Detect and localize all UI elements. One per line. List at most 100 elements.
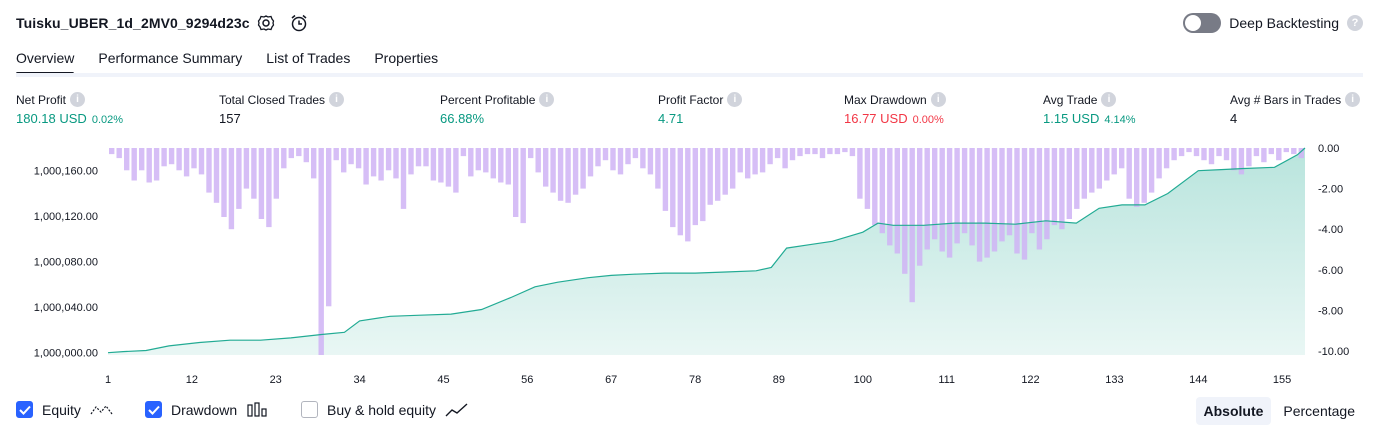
drawdown-bar (1276, 148, 1282, 161)
drawdown-bar (348, 148, 354, 165)
drawdown-bar (1014, 148, 1020, 254)
drawdown-bar (565, 148, 571, 203)
help-icon[interactable]: i (1345, 92, 1361, 107)
stat-value: 1.15 USD (1043, 111, 1100, 126)
help-icon[interactable]: i (1101, 92, 1117, 107)
drawdown-bar (161, 148, 167, 167)
x-axis-tick-label: 1 (105, 374, 111, 386)
drawdown-bar (692, 148, 698, 226)
drawdown-bar (198, 148, 205, 175)
drawdown-bar (1298, 148, 1304, 159)
stat-label: Total Closed Trades (219, 92, 326, 107)
drawdown-bar (1163, 148, 1170, 169)
drawdown-bar (1283, 148, 1289, 153)
stat-avg-bars-in-trades: Avg # Bars in Trades i 4 (1230, 92, 1361, 126)
right-axis-tick-label: -8.00 (1318, 305, 1343, 317)
equity-checkbox[interactable]: Equity (16, 401, 114, 418)
drawdown-bar (1111, 148, 1117, 175)
x-axis-tick-label: 89 (773, 374, 785, 386)
drawdown-bar (647, 148, 654, 175)
drawdown-bar (1141, 148, 1147, 203)
check-icon[interactable] (145, 401, 162, 418)
drawdown-bar (662, 148, 669, 211)
drawdown-bar (221, 148, 227, 217)
drawdown-bar (632, 148, 639, 159)
alert-clock-icon[interactable] (288, 12, 310, 34)
drawdown-bar (1104, 148, 1110, 181)
tab-list-of-trades[interactable]: List of Trades (266, 50, 351, 66)
drawdown-checkbox[interactable]: Drawdown (145, 401, 268, 418)
drawdown-bar (902, 148, 908, 274)
help-icon[interactable]: i (727, 92, 743, 107)
deep-backtesting-control: Deep Backtesting ? (1183, 13, 1363, 33)
x-axis-tick-label: 155 (1273, 374, 1291, 386)
drawdown-bar (1253, 148, 1260, 157)
drawdown-bar (468, 148, 474, 177)
drawdown-bar (153, 148, 160, 181)
left-axis-tick-label: 1,000,160.00 (34, 166, 98, 178)
settings-icon[interactable] (255, 12, 277, 34)
drawdown-bar (1089, 148, 1095, 193)
stat-avg-trade: Avg Trade i 1.15 USD 4.14% (1043, 92, 1136, 126)
drawdown-bar (176, 148, 182, 171)
drawdown-bar (1096, 148, 1102, 189)
drawdown-bar (864, 148, 871, 209)
drawdown-bar (707, 148, 713, 205)
drawdown-bar (610, 148, 616, 171)
help-icon[interactable]: i (930, 92, 946, 107)
drawdown-bar (445, 148, 452, 187)
help-icon[interactable]: i (70, 92, 86, 107)
drawdown-bar (430, 148, 437, 181)
drawdown-bar (1066, 148, 1072, 219)
tab-bar: Overview Performance Summary List of Tra… (16, 46, 438, 76)
drawdown-bar (139, 148, 145, 171)
drawdown-bar (303, 148, 309, 163)
drawdown-bar (917, 148, 923, 266)
help-icon[interactable]: i (539, 92, 555, 107)
percentage-button[interactable]: Percentage (1283, 403, 1355, 419)
x-axis-tick-label: 34 (353, 374, 365, 386)
drawdown-bar (498, 148, 504, 183)
drawdown-bar (1246, 148, 1252, 167)
drawdown-bar (1261, 148, 1267, 163)
drawdown-bar (827, 148, 833, 155)
tab-overview[interactable]: Overview (16, 46, 75, 76)
stat-value: 4 (1230, 111, 1238, 126)
drawdown-bar (213, 148, 220, 203)
equity-label: Equity (42, 401, 81, 418)
stat-label: Percent Profitable (440, 92, 536, 107)
drawdown-bars-icon (247, 401, 267, 417)
drawdown-bar (363, 148, 369, 185)
buy-hold-checkbox[interactable]: Buy & hold equity (301, 401, 469, 418)
drawdown-bar (423, 148, 429, 167)
drawdown-bar (318, 148, 324, 355)
drawdown-bar (520, 148, 526, 224)
x-axis-tick-label: 100 (854, 374, 872, 386)
drawdown-bar (191, 148, 197, 169)
tab-properties[interactable]: Properties (374, 50, 439, 66)
x-axis-tick-label: 67 (605, 374, 617, 386)
drawdown-bar (1119, 148, 1125, 169)
drawdown-bar (1036, 148, 1043, 250)
x-axis-tick-label: 144 (1189, 374, 1207, 386)
drawdown-bar (602, 148, 609, 161)
absolute-button[interactable]: Absolute (1195, 397, 1272, 425)
checkbox-box[interactable] (301, 401, 318, 418)
drawdown-bar (1231, 148, 1237, 171)
drawdown-label: Drawdown (171, 401, 238, 418)
drawdown-bar (640, 148, 646, 169)
drawdown-bar (752, 148, 758, 175)
stat-profit-factor: Profit Factor i 4.71 (658, 92, 743, 126)
right-axis-tick-label: -4.00 (1318, 224, 1343, 236)
help-icon[interactable]: ? (1347, 15, 1363, 31)
drawdown-bar (797, 148, 803, 157)
equity-line-icon (90, 404, 113, 414)
help-icon[interactable]: i (329, 92, 345, 107)
deep-backtesting-toggle[interactable] (1183, 13, 1222, 33)
drawdown-bar (1156, 148, 1162, 179)
check-icon[interactable] (16, 401, 33, 418)
scale-mode-toggle: Absolute Percentage (1195, 397, 1364, 425)
stat-percent-profitable: Percent Profitable i 66.88% (440, 92, 555, 126)
left-axis-tick-label: 1,000,120.00 (34, 211, 98, 223)
tab-performance-summary[interactable]: Performance Summary (98, 50, 243, 66)
